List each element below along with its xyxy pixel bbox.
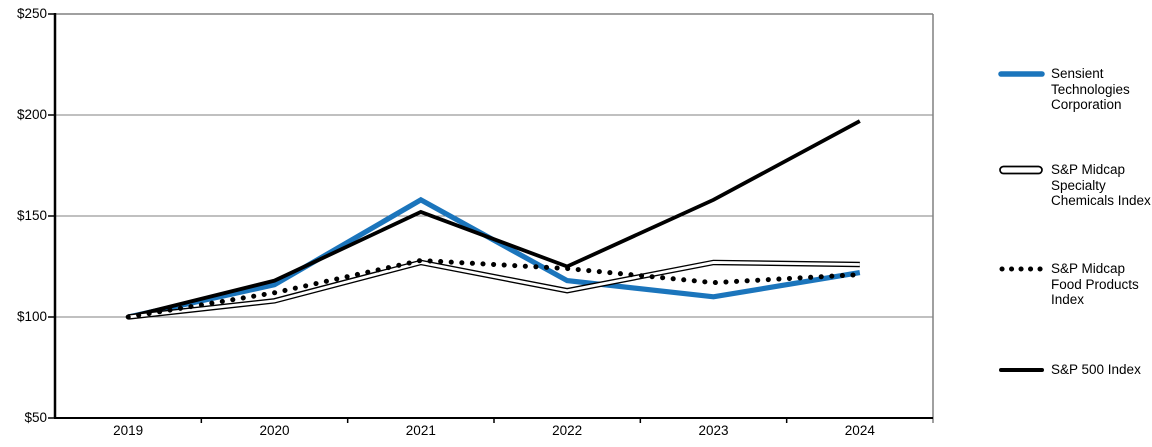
y-axis-tick-label: $100 bbox=[16, 309, 47, 324]
series-line-double-inner bbox=[128, 261, 860, 319]
series-line-dotted bbox=[125, 257, 863, 320]
x-axis-tick-label: 2020 bbox=[259, 423, 290, 438]
y-axis-tick-label: $250 bbox=[16, 6, 47, 21]
x-axis-tick-label: 2019 bbox=[113, 423, 144, 438]
x-axis-tick-label: 2024 bbox=[844, 423, 875, 438]
series-line bbox=[127, 119, 861, 319]
y-axis-tick-label: $50 bbox=[24, 410, 47, 425]
series-line bbox=[127, 196, 861, 320]
y-axis-tick-label: $150 bbox=[16, 208, 47, 223]
x-axis-tick-label: 2021 bbox=[405, 423, 436, 438]
y-axis-tick-label: $200 bbox=[16, 107, 47, 122]
x-axis-tick-label: 2022 bbox=[552, 423, 583, 438]
x-axis-tick-label: 2023 bbox=[698, 423, 729, 438]
